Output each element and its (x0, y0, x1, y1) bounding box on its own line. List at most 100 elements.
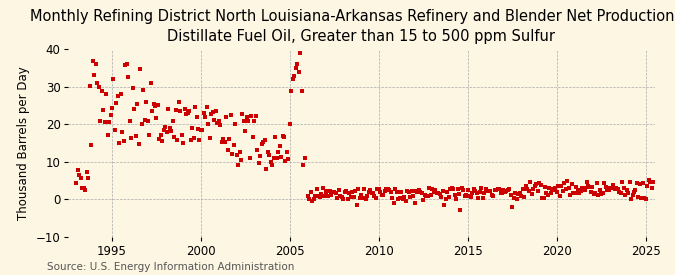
Point (581, 180, 592, 185)
Point (341, 189, 352, 194)
Point (495, 191, 506, 196)
Point (408, 194, 418, 199)
Point (532, 188, 543, 193)
Point (523, 188, 534, 193)
Point (630, 188, 641, 192)
Point (648, 180, 659, 184)
Point (368, 191, 379, 195)
Point (304, 196, 315, 201)
Point (259, 138, 270, 142)
Point (212, 120, 223, 125)
Point (108, 77, 119, 81)
Point (82, 170, 92, 174)
Point (512, 197, 522, 201)
Point (434, 191, 445, 196)
Point (356, 193, 367, 197)
Point (549, 188, 560, 193)
Point (466, 195, 477, 199)
Point (151, 116, 162, 121)
Point (83, 176, 94, 180)
Point (383, 187, 394, 191)
Point (565, 193, 576, 197)
Point (516, 194, 526, 198)
Point (320, 189, 331, 194)
Point (560, 187, 571, 192)
Point (321, 188, 332, 193)
Point (150, 104, 161, 108)
Point (252, 148, 263, 152)
Point (350, 189, 360, 194)
Point (124, 118, 135, 123)
Point (144, 133, 155, 138)
Point (255, 153, 266, 158)
Point (531, 182, 541, 186)
Point (362, 194, 373, 198)
Point (271, 156, 282, 161)
Point (571, 185, 582, 189)
Point (302, 194, 313, 198)
Point (514, 191, 525, 195)
Point (550, 186, 561, 190)
Point (622, 191, 633, 195)
Point (418, 198, 429, 202)
Point (566, 182, 577, 186)
Point (140, 100, 151, 104)
Point (449, 193, 460, 197)
Point (218, 136, 229, 141)
Point (165, 126, 176, 131)
Point (529, 184, 540, 188)
Point (647, 186, 657, 191)
Point (123, 75, 134, 79)
Point (97, 89, 107, 93)
Point (506, 193, 516, 197)
Point (340, 190, 350, 195)
Point (427, 187, 437, 191)
Point (160, 125, 171, 129)
Point (202, 104, 213, 109)
Point (139, 118, 150, 122)
Point (437, 189, 448, 193)
Point (390, 187, 401, 191)
Point (587, 185, 598, 189)
Point (126, 136, 136, 141)
Point (105, 113, 116, 117)
Point (541, 190, 552, 195)
Point (498, 188, 509, 192)
Point (621, 188, 632, 192)
Point (409, 201, 420, 206)
Point (461, 192, 472, 197)
Point (402, 189, 412, 194)
Point (416, 191, 427, 195)
Point (231, 153, 242, 158)
Point (384, 188, 395, 192)
Point (267, 163, 277, 167)
Point (451, 197, 462, 201)
Point (554, 194, 565, 198)
Point (234, 150, 245, 154)
Point (551, 189, 562, 194)
Point (184, 109, 194, 114)
Point (289, 73, 300, 78)
Point (335, 193, 346, 198)
Point (101, 92, 111, 96)
Point (497, 191, 508, 196)
Point (115, 92, 126, 97)
Point (440, 197, 451, 201)
Point (639, 196, 650, 200)
Point (317, 186, 328, 190)
Point (373, 187, 384, 191)
Point (508, 196, 519, 200)
Point (329, 190, 340, 194)
Point (268, 156, 279, 160)
Point (430, 188, 441, 192)
Point (296, 89, 307, 93)
Point (595, 188, 605, 192)
Point (242, 115, 252, 119)
Point (76, 176, 86, 180)
Point (243, 119, 254, 123)
Point (501, 189, 512, 193)
Point (290, 66, 301, 70)
Point (643, 178, 654, 183)
Point (316, 191, 327, 196)
Point (433, 190, 443, 195)
